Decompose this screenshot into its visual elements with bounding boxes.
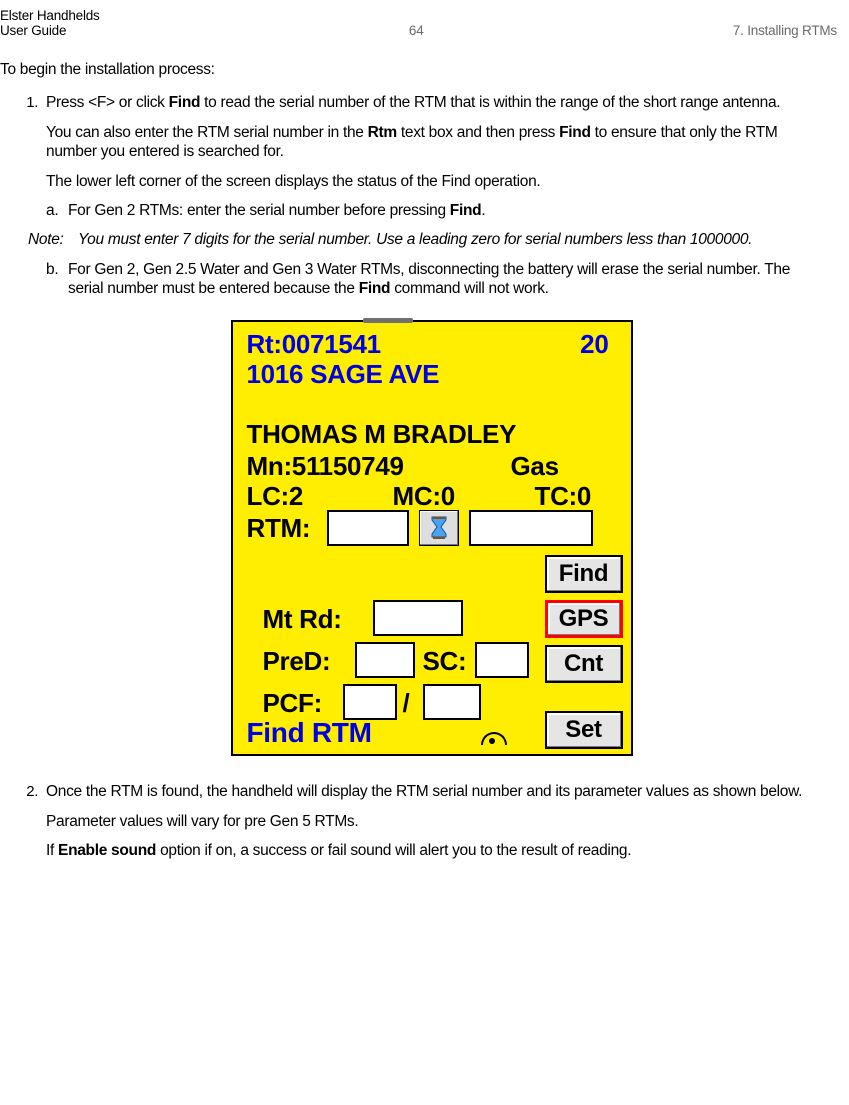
status-text: Find RTM (247, 715, 372, 750)
lc-value: LC:2 (247, 480, 304, 513)
steps-list: Press <F> or click Find to read the seri… (0, 93, 817, 860)
mtrd-input[interactable] (373, 600, 463, 636)
gps-button[interactable]: GPS (545, 600, 623, 638)
page-number: 64 (409, 23, 424, 38)
step1-sub-a: a. For Gen 2 RTMs: enter the serial numb… (46, 201, 817, 220)
rtm-label: RTM: (247, 512, 311, 545)
sc-label: SC: (423, 645, 467, 678)
step1-p2: You can also enter the RTM serial number… (46, 123, 817, 162)
doc-title: Elster Handhelds (0, 8, 100, 23)
signal-icon (481, 720, 505, 744)
step1-p1: Press <F> or click Find to read the seri… (46, 93, 817, 112)
cnt-button[interactable]: Cnt (545, 645, 623, 683)
step-1: Press <F> or click Find to read the seri… (42, 93, 817, 756)
step2-p1: Once the RTM is found, the handheld will… (46, 782, 817, 801)
set-button[interactable]: Set (545, 711, 623, 749)
count-label: 20 (580, 328, 608, 361)
hourglass-icon (419, 510, 459, 546)
meter-type: Gas (511, 450, 559, 483)
section-title: 7. Installing RTMs (733, 23, 837, 38)
tc-value: TC:0 (535, 480, 592, 513)
step2-p3: If Enable sound option if on, a success … (46, 841, 817, 860)
mtrd-label: Mt Rd: (263, 603, 342, 636)
doc-subtitle: User Guide (0, 23, 100, 38)
step1-note: Note: You must enter 7 digits for the se… (28, 230, 817, 249)
pred-label: PreD: (263, 645, 331, 678)
rtm-input-right[interactable] (469, 510, 593, 546)
pcf-input-2[interactable] (423, 684, 481, 720)
intro-text: To begin the installation process: (0, 60, 837, 79)
customer-name: THOMAS M BRADLEY (247, 418, 517, 451)
rtm-input-left[interactable] (327, 510, 409, 546)
header-left: Elster Handhelds User Guide (0, 8, 100, 38)
mc-value: MC:0 (393, 480, 455, 513)
meter-number: Mn:51150749 (247, 450, 404, 483)
handheld-screen: Rt:0071541 20 1016 SAGE AVE THOMAS M BRA… (231, 320, 633, 756)
route-label: Rt:0071541 (247, 328, 381, 361)
address-label: 1016 SAGE AVE (247, 358, 440, 391)
pred-input[interactable] (355, 642, 415, 678)
step1-sub-b: b. For Gen 2, Gen 2.5 Water and Gen 3 Wa… (46, 260, 817, 299)
device-screenshot: Rt:0071541 20 1016 SAGE AVE THOMAS M BRA… (46, 320, 817, 756)
step2-p2: Parameter values will vary for pre Gen 5… (46, 812, 817, 831)
page-header: Elster Handhelds User Guide 64 7. Instal… (0, 8, 837, 38)
step-2: Once the RTM is found, the handheld will… (42, 782, 817, 860)
pcf-slash: / (403, 687, 410, 720)
step1-p3: The lower left corner of the screen disp… (46, 172, 817, 191)
window-handle (363, 318, 413, 323)
sc-input[interactable] (475, 642, 529, 678)
find-button[interactable]: Find (545, 555, 623, 593)
